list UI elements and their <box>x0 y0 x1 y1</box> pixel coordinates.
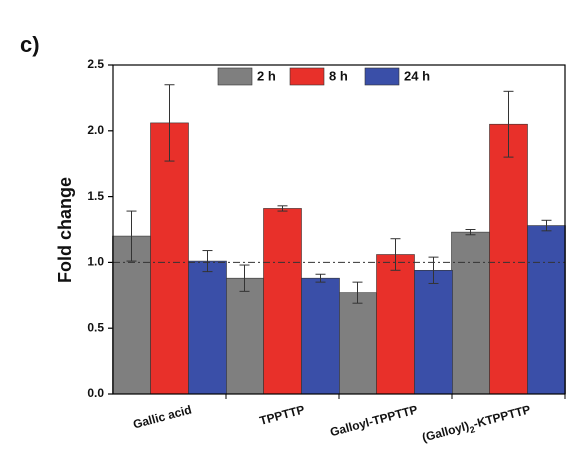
y-tick-label: 2.0 <box>87 123 104 137</box>
error-bar <box>352 281 363 304</box>
error-bar <box>428 256 439 284</box>
x-tick-label: TPPTTP <box>258 402 306 427</box>
error-bar <box>239 264 250 292</box>
error-bar <box>277 205 288 212</box>
bar <box>489 123 528 395</box>
bar <box>376 254 415 395</box>
bar <box>414 269 453 395</box>
y-tick-label: 1.5 <box>87 189 104 203</box>
legend-swatch <box>289 67 325 86</box>
plot-frame <box>112 64 566 395</box>
error-bar <box>541 219 552 232</box>
y-tick-label: 0.0 <box>87 386 104 400</box>
x-tick-label: (Galloyl)2-KTPPTTP <box>421 402 533 448</box>
legend-swatch <box>217 67 253 86</box>
legend-label: 8 h <box>329 68 348 83</box>
y-axis-label: Fold change <box>55 177 75 283</box>
error-bar <box>465 229 476 236</box>
y-tick-label: 1.0 <box>87 255 104 269</box>
bar <box>225 277 264 395</box>
bar <box>338 292 377 395</box>
y-tick-label: 2.5 <box>87 57 104 71</box>
legend-swatch <box>364 67 400 86</box>
error-bar <box>164 84 175 162</box>
legend-label: 24 h <box>404 68 430 83</box>
bar <box>263 208 302 395</box>
x-tick-label: Galloyl-TPPTTP <box>329 402 420 439</box>
bar <box>527 225 566 395</box>
bar <box>451 231 490 395</box>
panel-label: c) <box>20 32 40 57</box>
error-bar <box>315 273 326 283</box>
error-bar <box>503 90 514 158</box>
legend-label: 2 h <box>257 68 276 83</box>
error-bar <box>126 210 137 262</box>
bar <box>150 122 189 395</box>
bar <box>301 277 340 395</box>
error-bar <box>202 250 213 273</box>
error-bar <box>390 238 401 271</box>
x-tick-label: Gallic acid <box>131 402 193 431</box>
bar <box>188 260 227 395</box>
y-tick-label: 0.5 <box>87 320 104 334</box>
